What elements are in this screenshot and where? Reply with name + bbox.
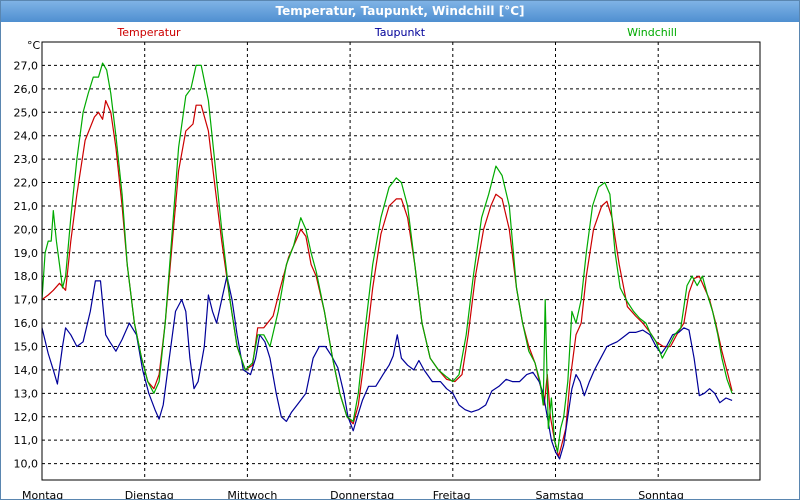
y-tick-label: 10,0 [14,458,39,471]
x-tick-day: Montag [22,489,63,499]
x-tick-day: Dienstag [125,489,174,499]
x-tick-day: Samstag [536,489,584,499]
y-tick-label: 20,0 [14,223,39,236]
y-tick-label: 27,0 [14,59,39,72]
y-tick-label: 24,0 [14,130,39,143]
y-tick-label: 18,0 [14,270,39,283]
y-tick-label: 12,0 [14,411,39,424]
series-line-windchill [41,62,733,453]
window-title: Temperatur, Taupunkt, Windchill [°C] [1,1,799,22]
legend-windchill: Windchill [627,26,677,39]
legend-taupunkt: Taupunkt [374,26,426,39]
y-tick-label: 11,0 [14,434,39,447]
y-axis-label: °C [27,39,41,52]
x-axis-ticks: Montag08.07.13Dienstag09.07.13Mittwoch10… [22,489,684,499]
legend: Temperatur Taupunkt Windchill [116,26,677,39]
legend-temperatur: Temperatur [116,26,181,39]
y-tick-label: 23,0 [14,153,39,166]
x-tick-day: Sonntag [638,489,684,499]
series-line-temperatur [41,99,733,458]
y-tick-label: 25,0 [14,106,39,119]
x-tick-day: Freitag [433,489,471,499]
chart-area: 10,0 11,0 12,0 13,0 14,0 15,0 16,0 17,0 18,0 19,0… [14,26,761,499]
x-tick-day: Donnerstag [330,489,394,499]
y-axis-ticks: 10,0 11,0 12,0 13,0 14,0 15,0 16,0 17,0 18,0 19,0… [14,59,39,470]
grid [42,42,760,480]
y-tick-label: 13,0 [14,387,39,400]
series-line-taupunkt [41,275,733,460]
plot-frame [41,41,761,481]
y-tick-label: 15,0 [14,340,39,353]
y-tick-label: 22,0 [14,177,39,190]
x-tick-day: Mittwoch [227,489,277,499]
y-tick-label: 21,0 [14,200,39,213]
series-lines [41,62,733,460]
y-tick-label: 16,0 [14,317,39,330]
y-tick-label: 14,0 [14,364,39,377]
y-tick-label: 26,0 [14,83,39,96]
y-tick-label: 19,0 [14,247,39,260]
y-tick-label: 17,0 [14,294,39,307]
